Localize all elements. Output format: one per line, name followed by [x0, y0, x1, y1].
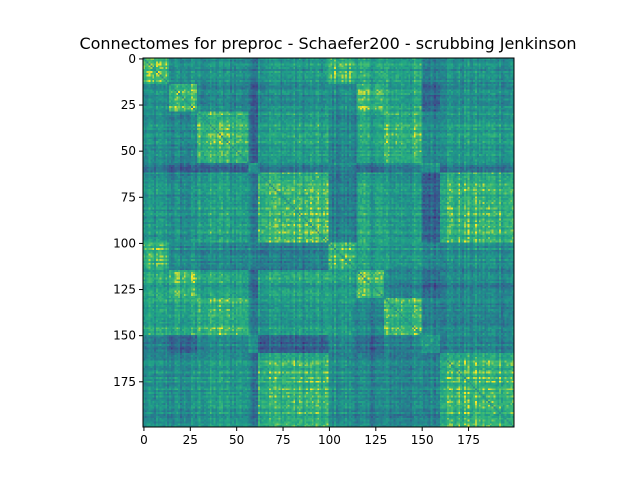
y-tick-label: 100 — [113, 236, 136, 250]
x-tick-label: 25 — [183, 433, 198, 447]
x-tick-label: 75 — [275, 433, 290, 447]
x-tick-label: 100 — [318, 433, 341, 447]
x-tick-label: 175 — [457, 433, 480, 447]
heatmap-canvas — [143, 58, 514, 427]
y-tick-label: 75 — [121, 190, 136, 204]
y-tick-label: 175 — [113, 375, 136, 389]
y-tick-label: 150 — [113, 329, 136, 343]
x-tick-label: 0 — [140, 433, 148, 447]
y-tick-label: 125 — [113, 283, 136, 297]
heatmap — [143, 58, 514, 427]
x-tick-label: 50 — [229, 433, 244, 447]
x-tick-label: 125 — [364, 433, 387, 447]
y-tick-label: 25 — [121, 98, 136, 112]
x-axis: 0 25 50 75 100 125 150 175 — [140, 427, 480, 447]
y-tick-label: 0 — [128, 52, 136, 66]
y-axis: 0 25 50 75 100 125 150 175 — [113, 52, 143, 389]
y-tick-label: 50 — [121, 144, 136, 158]
chart-title: Connectomes for preproc - Schaefer200 - … — [79, 34, 576, 53]
x-tick-label: 150 — [411, 433, 434, 447]
axes-frame — [142, 57, 515, 428]
